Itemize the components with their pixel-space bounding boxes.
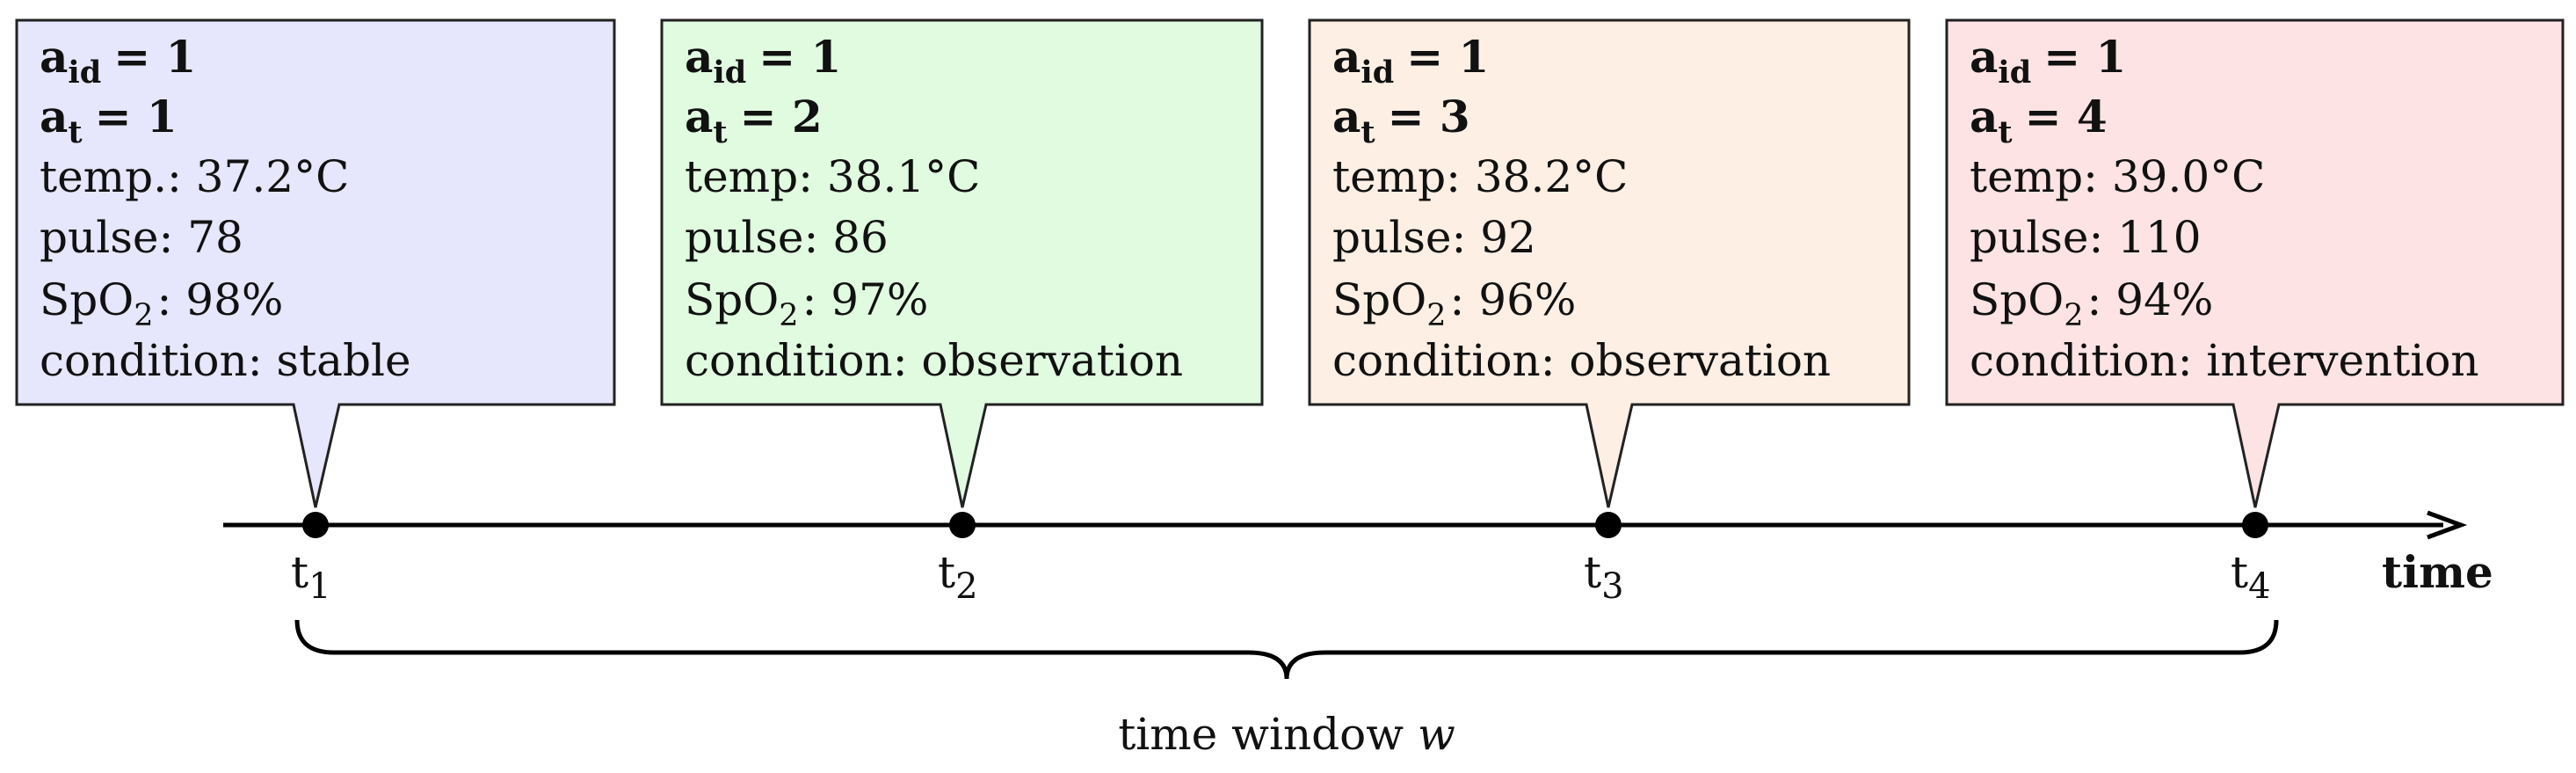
base: a <box>40 91 68 142</box>
agent-id: aid = 1 <box>1970 31 2126 91</box>
axis-arrow <box>2427 510 2468 540</box>
subscript: 2 <box>955 566 977 607</box>
axis-label: time <box>2382 546 2493 598</box>
subscript: id <box>1998 55 2031 91</box>
rest: : 98% <box>157 274 284 325</box>
temperature: temp: 38.2°C <box>1332 151 1628 202</box>
agent-id: aid = 1 <box>40 31 196 91</box>
base: a <box>685 91 713 142</box>
subscript: 2 <box>2064 298 2083 333</box>
agent-time: at = 3 <box>1332 91 1470 150</box>
base: a <box>40 31 68 83</box>
time-point <box>2242 512 2268 538</box>
pulse: pulse: 78 <box>40 212 243 263</box>
callout-box <box>660 18 1264 508</box>
agent-time: at = 2 <box>685 91 823 150</box>
base: a <box>1332 31 1361 83</box>
base: t <box>1584 547 1601 598</box>
temperature: temp: 38.1°C <box>685 151 980 202</box>
spo2: SpO2: 94% <box>1970 274 2213 333</box>
base: t <box>2231 547 2248 598</box>
rest: = 1 <box>1406 31 1489 83</box>
base: t <box>938 547 955 598</box>
agent-time: at = 4 <box>1970 91 2108 150</box>
base: SpO <box>1970 274 2064 325</box>
rest: = 1 <box>758 31 841 83</box>
subscript: 3 <box>1601 566 1623 607</box>
time-point <box>1595 512 1622 538</box>
subscript: 2 <box>779 298 798 333</box>
agent-id: aid = 1 <box>1332 31 1489 91</box>
base: a <box>1970 31 1998 83</box>
base: a <box>1332 91 1361 142</box>
spo2: SpO2: 98% <box>40 274 283 333</box>
pulse: pulse: 86 <box>685 212 889 263</box>
base: a <box>685 31 713 83</box>
condition: condition: observation <box>1332 335 1831 386</box>
subscript: 2 <box>1426 298 1446 333</box>
condition: condition: stable <box>40 335 411 386</box>
subscript: t <box>713 114 727 150</box>
rest: = 1 <box>95 91 178 142</box>
window-var: w <box>1418 709 1455 760</box>
rest: : 97% <box>802 274 929 325</box>
subscript: 4 <box>2248 566 2270 607</box>
subscript: id <box>1361 55 1394 91</box>
subscript: id <box>713 55 746 91</box>
spo2: SpO2: 96% <box>1332 274 1576 333</box>
time-tick-label: t4 <box>2231 547 2271 607</box>
rest: = 1 <box>2043 31 2126 83</box>
rest: = 3 <box>1388 91 1470 142</box>
pulse: pulse: 110 <box>1970 212 2202 263</box>
rest: : 96% <box>1450 274 1577 325</box>
rest: = 2 <box>740 91 823 142</box>
window-label: time window w <box>1118 709 1455 760</box>
base: a <box>1970 91 1998 142</box>
base: SpO <box>1332 274 1426 325</box>
agent-id: aid = 1 <box>685 31 841 91</box>
time-tick-label: t2 <box>938 547 978 607</box>
callout-box <box>1308 18 1911 508</box>
base: SpO <box>685 274 779 325</box>
rest: = 1 <box>113 31 196 83</box>
pulse: pulse: 92 <box>1332 212 1536 263</box>
subscript: 1 <box>308 566 330 607</box>
time-tick-label: t1 <box>291 547 331 607</box>
time-point <box>302 512 329 538</box>
time-tick-label: t3 <box>1584 547 1624 607</box>
rest: : 94% <box>2087 274 2214 325</box>
temperature: temp: 39.0°C <box>1970 151 2265 202</box>
agent-time: at = 1 <box>40 91 178 150</box>
window-text: time window <box>1118 709 1404 760</box>
callout-box <box>1945 18 2565 508</box>
temperature: temp.: 37.2°C <box>40 151 349 202</box>
spo2: SpO2: 97% <box>685 274 928 333</box>
subscript: id <box>68 55 101 91</box>
subscript: 2 <box>134 298 153 333</box>
time-point <box>949 512 976 538</box>
subscript: t <box>1998 114 2012 150</box>
rest: = 4 <box>2025 91 2108 142</box>
callout-box <box>15 18 616 508</box>
base: t <box>291 547 308 598</box>
subscript: t <box>68 114 82 150</box>
condition: condition: intervention <box>1970 335 2479 386</box>
window-brace <box>294 619 2279 680</box>
condition: condition: observation <box>685 335 1183 386</box>
base: SpO <box>40 274 134 325</box>
subscript: t <box>1361 114 1375 150</box>
